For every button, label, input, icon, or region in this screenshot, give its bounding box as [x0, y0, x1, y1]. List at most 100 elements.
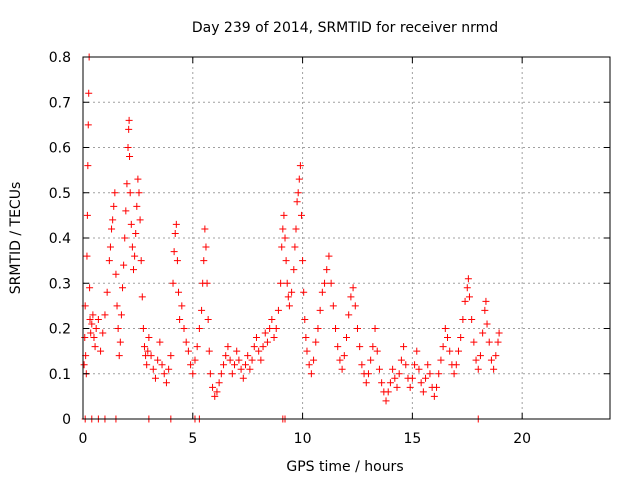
data-point	[144, 347, 152, 355]
data-point	[283, 279, 291, 287]
data-point	[318, 288, 326, 296]
data-point	[413, 347, 421, 355]
data-point	[340, 352, 348, 360]
data-point	[295, 175, 303, 183]
data-point	[156, 338, 164, 346]
data-point	[149, 365, 157, 373]
x-axis-label: GPS time / hours	[286, 459, 403, 475]
data-point	[323, 266, 331, 274]
data-point	[353, 325, 361, 332]
data-point	[217, 370, 225, 378]
data-point	[206, 370, 214, 378]
data-point	[132, 229, 140, 237]
data-point	[169, 279, 177, 287]
data-point	[195, 325, 203, 332]
data-point	[395, 370, 403, 378]
data-point	[459, 315, 467, 323]
data-point	[85, 89, 93, 97]
data-point	[158, 361, 166, 369]
data-point	[172, 220, 180, 228]
data-point	[151, 374, 159, 382]
data-point	[347, 293, 355, 301]
data-point	[147, 352, 155, 360]
data-point	[204, 315, 212, 323]
data-point	[259, 343, 267, 351]
data-point	[255, 347, 263, 355]
data-point	[389, 365, 397, 373]
data-point	[280, 211, 288, 219]
data-point	[272, 325, 280, 332]
data-point	[364, 370, 372, 378]
data-point	[116, 338, 124, 346]
data-point	[87, 329, 95, 337]
data-point	[270, 334, 278, 342]
data-point	[290, 266, 298, 274]
data-point	[106, 243, 114, 251]
axis-ticks	[82, 56, 610, 420]
data-point	[86, 315, 94, 323]
data-point	[479, 329, 487, 337]
data-point	[452, 361, 460, 369]
data-point	[424, 361, 432, 369]
data-point	[314, 325, 322, 332]
data-point	[119, 284, 127, 292]
data-point	[187, 361, 195, 369]
chart-title: Day 239 of 2014, SRMTID for receiver nrm…	[192, 20, 498, 36]
data-point	[373, 347, 381, 355]
x-tick-label: 0	[79, 431, 88, 447]
data-point	[338, 365, 346, 373]
data-point	[111, 189, 119, 197]
data-point	[430, 392, 438, 400]
data-point	[231, 361, 239, 369]
data-point	[84, 121, 92, 129]
data-point	[433, 383, 441, 391]
data-point	[386, 379, 394, 387]
data-point	[252, 334, 260, 342]
data-point	[182, 338, 190, 346]
data-point	[277, 279, 285, 287]
data-point	[492, 352, 500, 360]
data-point	[274, 306, 282, 314]
data-point	[336, 356, 344, 364]
data-point	[334, 343, 342, 351]
data-point	[422, 374, 430, 382]
data-point	[91, 343, 99, 351]
data-point	[384, 388, 392, 396]
data-point	[241, 361, 249, 369]
data-point	[266, 325, 274, 332]
data-point	[483, 320, 491, 328]
data-point	[237, 365, 245, 373]
y-tick-label: 0.6	[49, 141, 71, 157]
data-point	[209, 383, 217, 391]
data-point	[184, 347, 192, 355]
data-points	[80, 53, 503, 423]
data-point	[327, 279, 335, 287]
data-point	[310, 356, 318, 364]
data-point	[228, 370, 236, 378]
data-point	[198, 306, 206, 314]
data-point	[343, 334, 350, 342]
data-point	[97, 347, 105, 355]
data-point	[112, 270, 120, 278]
data-point	[115, 352, 123, 360]
data-point	[83, 211, 91, 219]
data-point	[109, 216, 117, 224]
data-point	[124, 144, 132, 151]
data-point	[426, 370, 434, 378]
data-point	[375, 365, 383, 373]
data-point	[263, 338, 271, 346]
data-point	[101, 311, 109, 319]
data-point	[297, 211, 305, 219]
data-point	[281, 234, 289, 242]
data-point	[120, 261, 128, 269]
data-point	[299, 257, 307, 265]
data-point	[261, 329, 269, 337]
data-point	[316, 306, 324, 314]
data-point	[371, 325, 379, 332]
data-point	[86, 284, 94, 292]
data-point	[180, 325, 188, 332]
data-point	[450, 370, 458, 378]
y-tick-label: 0.4	[49, 231, 71, 247]
data-point	[303, 347, 311, 355]
x-tick-label: 5	[188, 431, 197, 447]
